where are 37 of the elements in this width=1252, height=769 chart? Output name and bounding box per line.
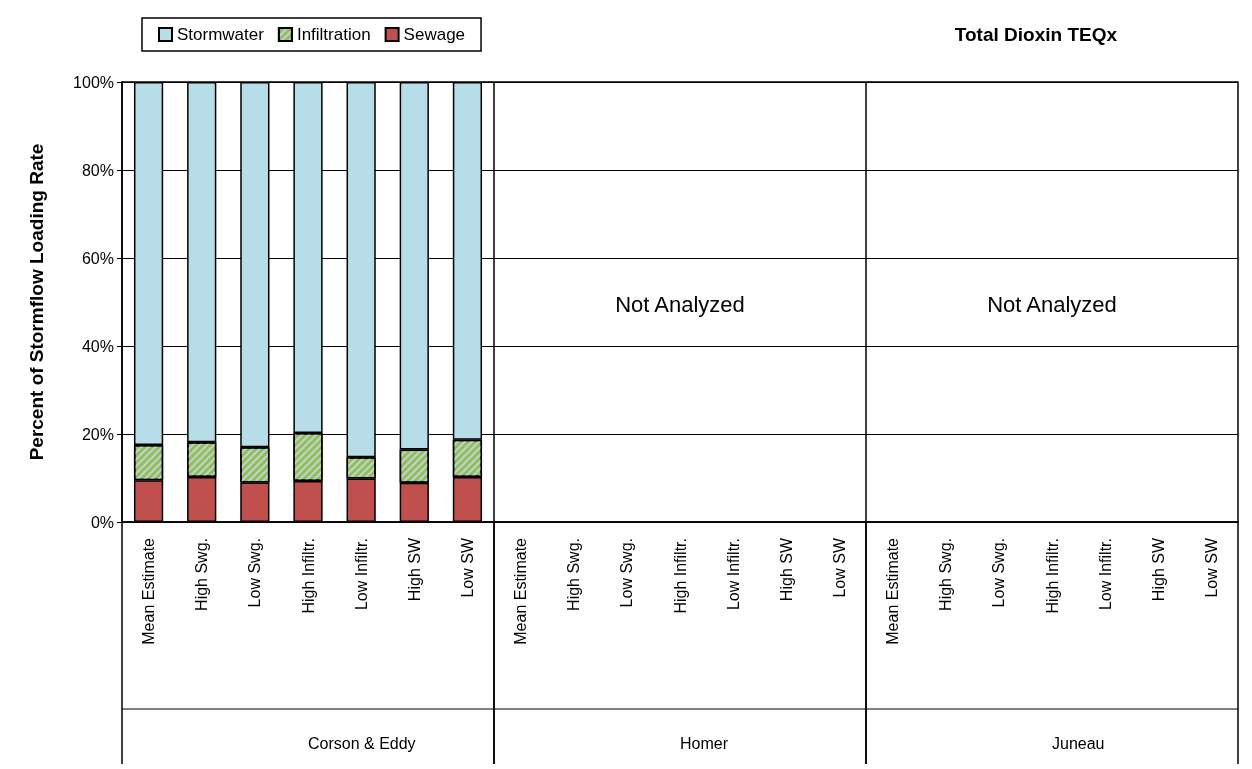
legend-label: Infiltration [296, 25, 371, 44]
legend-label: Sewage [403, 25, 466, 44]
y-tick-label: 0% [90, 513, 114, 531]
x-tick-label: High SW [1149, 537, 1167, 602]
x-tick-label: Low Swg. [990, 538, 1008, 608]
x-tick-label: High Swg. [193, 538, 211, 611]
x-tick-label: High Infiltr. [1043, 538, 1061, 614]
x-tick-label: Low Infiltr. [352, 538, 370, 611]
y-tick-label: 60% [81, 249, 114, 267]
x-tick-label: High SW [405, 537, 423, 602]
y-tick-label: 100% [73, 73, 114, 91]
x-tick-label: Low SW [830, 537, 848, 598]
x-tick-label: Low Swg. [246, 538, 264, 608]
x-tick-label: Low SW [1202, 537, 1220, 598]
annotation: Not Analyzed [615, 291, 745, 317]
x-tick-label: Low Infiltr. [724, 538, 742, 611]
annotation: Not Analyzed [987, 291, 1117, 317]
x-tick-label: Mean Estimate [512, 537, 530, 645]
text: Juneau [1052, 734, 1105, 752]
x-tick-label: Mean Estimate [884, 537, 902, 645]
y-tick-label: 40% [81, 337, 114, 355]
x-tick-label: High Swg. [937, 538, 955, 611]
x-tick-label: High Infiltr. [299, 538, 317, 614]
x-tick-label: Low SW [458, 537, 476, 598]
y-axis-title: Percent of Stormflow Loading Rate [26, 143, 47, 461]
x-tick-label: High Infiltr. [671, 538, 689, 614]
text: Corson & Eddy [308, 734, 416, 752]
x-tick-label: Low Swg. [618, 538, 636, 608]
y-tick-label: 80% [81, 161, 114, 179]
text: Homer [680, 734, 729, 752]
chart-title: Total Dioxin TEQx [954, 24, 1118, 45]
x-tick-label: High Swg. [565, 538, 583, 611]
y-tick-label: 20% [81, 425, 114, 443]
x-tick-label: High SW [777, 537, 795, 602]
x-tick-label: Low Infiltr. [1096, 538, 1114, 611]
x-tick-label: Mean Estimate [140, 537, 158, 645]
legend-label: Stormwater [177, 25, 265, 44]
